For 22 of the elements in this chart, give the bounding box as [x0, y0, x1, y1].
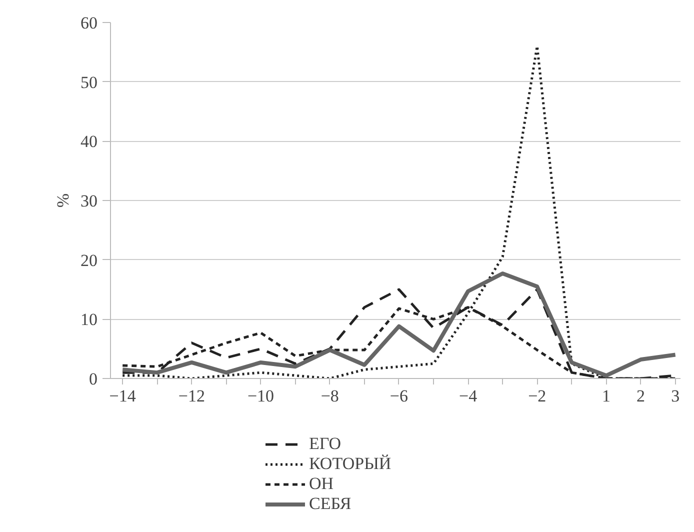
legend-label: ОН [309, 474, 334, 494]
legend-label: СЕБЯ [309, 494, 352, 514]
y-tick-label: 0 [89, 370, 98, 388]
x-tick-label: 3 [671, 386, 680, 406]
x-tick-label: −6 [390, 386, 408, 406]
x-tick-label: −4 [459, 386, 478, 406]
y-tick-label: 60 [80, 14, 98, 32]
y-axis-title: % [54, 193, 72, 208]
x-tick-label: 2 [636, 386, 646, 406]
y-tick-label: 10 [80, 310, 98, 330]
legend-label: КОТОРЫЙ [309, 454, 392, 474]
x-tick-label: −8 [320, 386, 339, 406]
x-tick-label: −10 [247, 386, 274, 406]
x-tick-label: −14 [109, 386, 136, 406]
y-tick-label: 40 [80, 132, 98, 152]
x-tick-label: −2 [528, 386, 546, 406]
legend-label: ЕГО [309, 434, 342, 454]
x-tick-label: −12 [178, 386, 205, 406]
y-tick-label: 30 [80, 192, 98, 210]
y-tick-label: 20 [80, 250, 98, 270]
x-tick-label: 1 [602, 386, 610, 406]
y-tick-label: 50 [80, 72, 98, 92]
